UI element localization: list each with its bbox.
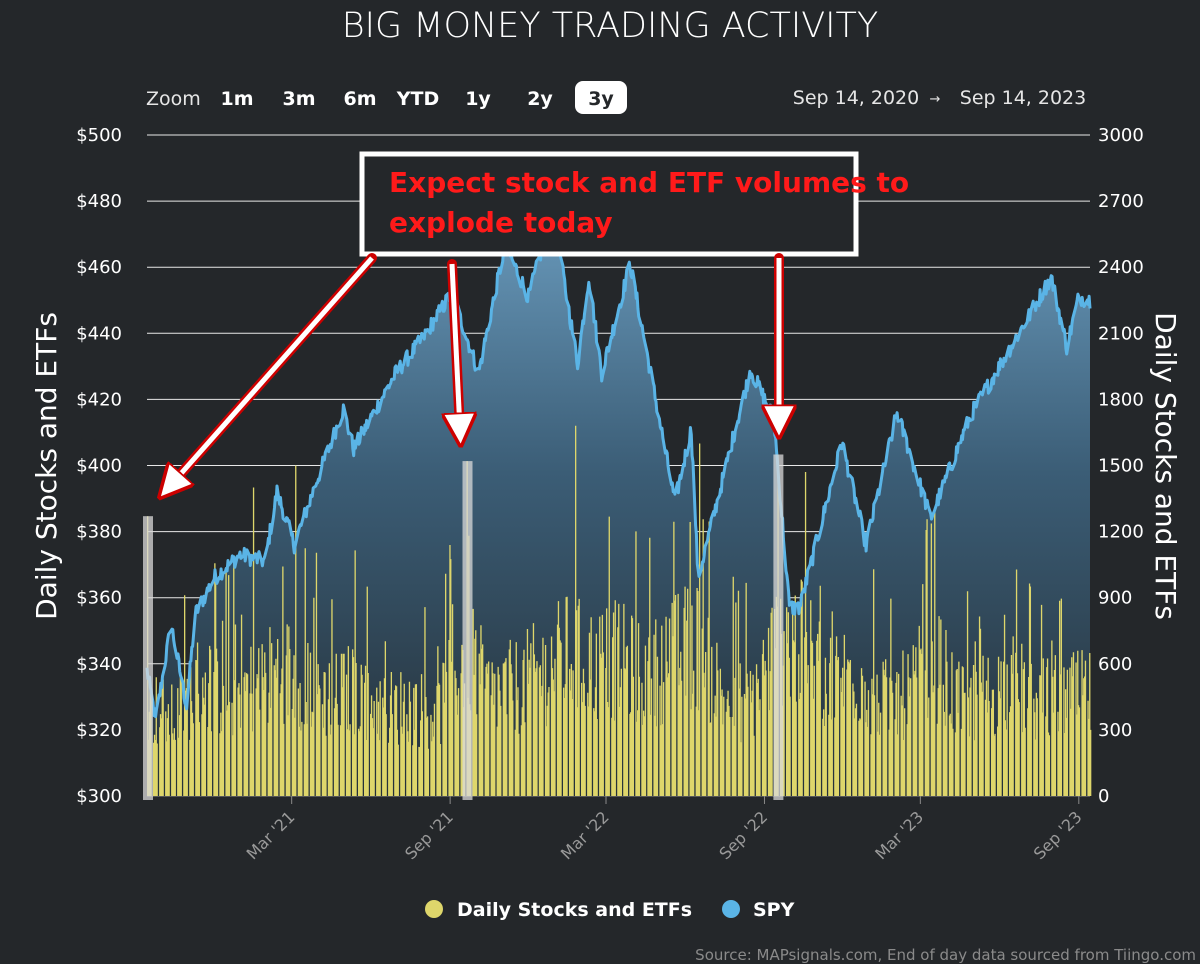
- y-left-tick-label: $460: [76, 257, 122, 278]
- x-axis-ticks: Mar '21 Sep '21 Mar '22 Sep '22 Mar '23 Sep '…: [243, 796, 1086, 863]
- zoom-button-ytd[interactable]: YTD: [396, 88, 440, 110]
- y-right-tick-label: 2700: [1098, 191, 1144, 212]
- highlight-bars: [143, 454, 784, 800]
- y-axis-left-title: Daily Stocks and ETFs: [30, 312, 63, 620]
- x-tick-label: Mar '21: [243, 807, 299, 863]
- y-left-tick-label: $300: [76, 786, 122, 807]
- y-axis-ticks: $300 0 $320 300 $340 600 $360 900 $380 1200 $400 15…: [76, 125, 1144, 807]
- callout-box: [359, 151, 859, 257]
- date-range-to[interactable]: Sep 14, 2023: [960, 87, 1086, 109]
- chart-title: BIG MONEY TRADING ACTIVITY: [342, 6, 878, 46]
- y-left-tick-label: $480: [76, 191, 122, 212]
- legend: Daily Stocks and ETFs SPY: [425, 899, 795, 921]
- highlighted-volume-bar: [773, 454, 784, 800]
- y-axis-right-title: Daily Stocks and ETFs: [1149, 312, 1182, 620]
- y-right-tick-label: 1500: [1098, 456, 1144, 477]
- arrow-2: [452, 263, 460, 430]
- y-left-tick-label: $500: [76, 125, 122, 146]
- legend-volume-swatch: [425, 900, 443, 918]
- spy-area: [147, 208, 1090, 797]
- volume-bars: [147, 425, 1092, 796]
- y-right-tick-label: 3000: [1098, 125, 1144, 146]
- y-left-tick-label: $420: [76, 389, 122, 410]
- legend-spy-swatch: [722, 900, 740, 918]
- zoom-button-3m[interactable]: 3m: [282, 88, 315, 110]
- zoom-button-1m[interactable]: 1m: [220, 88, 253, 110]
- zoom-label: Zoom: [146, 88, 201, 110]
- highlighted-volume-bar: [143, 516, 153, 800]
- callout-line-1: Expect stock and ETF volumes to: [389, 166, 909, 199]
- date-range-arrow-icon: →: [930, 92, 941, 107]
- y-left-tick-label: $440: [76, 323, 122, 344]
- zoom-active-pill: [575, 81, 627, 114]
- y-right-tick-label: 600: [1098, 654, 1132, 675]
- x-tick-label: Sep '22: [715, 807, 771, 863]
- spy-line: [145, 206, 1092, 719]
- source-credit: Source: MAPsignals.com, End of day data …: [695, 946, 1196, 964]
- x-tick-label: Sep '21: [401, 807, 457, 863]
- legend-spy-label[interactable]: SPY: [753, 899, 795, 921]
- volume-bar-series[interactable]: [147, 425, 1092, 796]
- callout-line-2: explode today: [389, 206, 613, 239]
- x-tick-label: Mar '23: [871, 807, 927, 863]
- annotation-callout: Expect stock and ETF volumes to explode …: [170, 151, 909, 486]
- highlighted-volume-bar: [462, 461, 473, 800]
- spy-series-line[interactable]: [145, 206, 1092, 719]
- zoom-button-3y[interactable]: 3y: [588, 88, 614, 110]
- zoom-button-2y[interactable]: 2y: [527, 88, 553, 110]
- x-tick-label: Sep '23: [1030, 807, 1086, 863]
- legend-volume-label[interactable]: Daily Stocks and ETFs: [457, 899, 692, 921]
- y-right-tick-label: 900: [1098, 588, 1132, 609]
- date-range-from[interactable]: Sep 14, 2020: [793, 87, 919, 109]
- y-right-tick-label: 300: [1098, 720, 1132, 741]
- spy-area-fill: [147, 208, 1090, 797]
- date-range: Sep 14, 2020 → Sep 14, 2023: [793, 87, 1086, 109]
- y-right-tick-label: 0: [1098, 786, 1109, 807]
- y-left-tick-label: $340: [76, 654, 122, 675]
- zoom-controls: Zoom 1m 3m 6m YTD 1y 2y 3y: [146, 81, 627, 114]
- y-left-tick-label: $380: [76, 522, 122, 543]
- zoom-button-6m[interactable]: 6m: [343, 88, 376, 110]
- y-left-tick-label: $360: [76, 588, 122, 609]
- arrow-1: [170, 256, 374, 486]
- y-right-tick-label: 2100: [1098, 323, 1144, 344]
- y-left-tick-label: $400: [76, 456, 122, 477]
- zoom-button-1y[interactable]: 1y: [465, 88, 491, 110]
- y-right-tick-label: 2400: [1098, 257, 1144, 278]
- y-left-tick-label: $320: [76, 720, 122, 741]
- y-right-tick-label: 1200: [1098, 522, 1144, 543]
- x-tick-label: Mar '22: [557, 807, 613, 863]
- y-right-tick-label: 1800: [1098, 389, 1144, 410]
